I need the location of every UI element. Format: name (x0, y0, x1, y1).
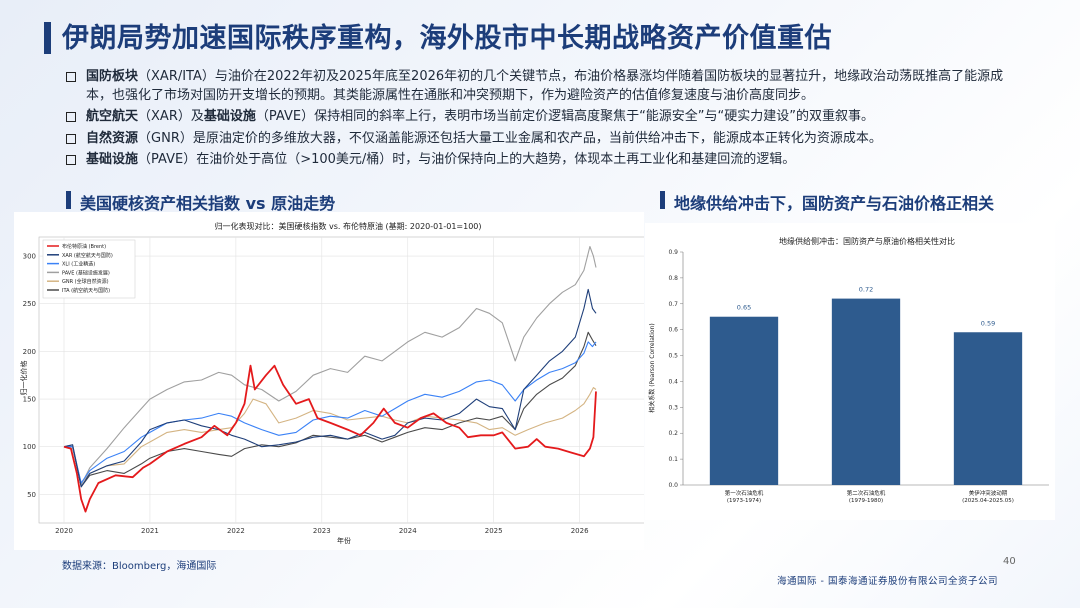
bar-2 (953, 332, 1023, 485)
title-accent-bar (44, 22, 51, 54)
bar-y-tick-label: 0.9 (668, 249, 678, 256)
bar-category-label: (2025.04-2025.05) (962, 498, 1014, 504)
bar-y-tick-label: 0.2 (668, 430, 678, 437)
bullet-text: （GNR）是原油定价的多维放大器，不仅涵盖能源还包括大量工业金属和农产品，当前供… (138, 130, 882, 146)
legend-label: XLI (工业精选) (62, 261, 95, 268)
bar-category-label: 美伊冲突波动期 (969, 489, 1008, 497)
bullet-text-mid: 及 (190, 109, 204, 124)
legend: 布伦特原油 (Brent) XAR (航空航天与国防) XLI (工业精选)PAVE… (42, 239, 136, 299)
plot-area (38, 236, 650, 524)
data-source: 数据来源：Bloomberg，海通国际 (62, 561, 217, 572)
legend-box (42, 239, 136, 299)
bar-y-tick-label: 0.4 (668, 378, 678, 385)
line-chart-title: 归一化表现对比：美国硬核指数 vs. 布伦特原油 (基期: 2020-01-01… (214, 221, 481, 231)
bullet-text: （PAVE）保持相同的斜率上行，表明市场当前定价逻辑高度聚焦于“能源安全”与“硬… (255, 109, 875, 124)
series-line-3 (63, 245, 597, 486)
bar-category-label: 第一次石油危机 (725, 489, 764, 497)
y-tick-label: 150 (23, 396, 36, 404)
page-number: 40 (1003, 556, 1016, 567)
bar-category-label: (1973-1974) (727, 498, 761, 504)
y-tick-label: 50 (27, 491, 36, 499)
bullet-item-aerospace: 航空航天（XAR）及基础设施（PAVE）保持相同的斜率上行，表明市场当前定价逻辑… (66, 108, 1026, 127)
series-line-5 (64, 331, 597, 488)
legend-label: ITA (航空航天与国防) (62, 287, 110, 294)
page-title: 伊朗局势加速国际秩序重构，海外股市中长期战略资产价值重估 (62, 23, 832, 54)
checkbox-icon (66, 133, 76, 144)
left-section-title: 美国硬核资产相关指数 vs 原油走势 (80, 194, 336, 213)
bar-0 (709, 316, 779, 485)
y-tick-label: 300 (23, 253, 36, 261)
bar-y-axis-label: 相关系数 (Pearson Correlation) (648, 323, 656, 412)
legend-label: GNR (全球自然资源) (62, 278, 109, 285)
legend-label: PAVE (基础设施发展) (62, 269, 110, 276)
bar-y-tick-label: 0.6 (668, 327, 678, 334)
bullet-item-resources: 自然资源（GNR）是原油定价的多维放大器，不仅涵盖能源还包括大量工业金属和农产品… (66, 130, 1026, 149)
x-tick-label: 2023 (313, 527, 331, 535)
bar-y-tick-label: 0.0 (668, 482, 678, 489)
right-section-title: 地缘供给冲击下，国防资产与石油价格正相关 (674, 194, 995, 213)
y-tick-label: 100 (23, 443, 36, 451)
checkbox-icon (66, 112, 76, 122)
bar-chart-panel: 地缘供给侧冲击：国防资产与原油价格相关性对比 0.0 0.1 0.2 0.3 0.4 0.… (645, 223, 1055, 520)
x-tick-label: 2022 (227, 527, 245, 535)
x-tick-label: 2024 (399, 527, 417, 535)
right-section-bar (660, 191, 665, 209)
x-axis-label: 年份 (337, 536, 351, 545)
bar-value-label: 0.65 (737, 304, 751, 312)
bar-category-label: 第二次石油危机 (847, 489, 886, 497)
bar-category-label: (1979-1980) (849, 498, 883, 504)
bullet-keyword: 自然资源 (86, 130, 139, 146)
legend-label: XAR (航空航天与国防) (62, 252, 113, 259)
checkbox-icon (66, 155, 76, 165)
bar-y-tick-label: 0.1 (668, 456, 678, 463)
bullet-keyword: 国防板块 (86, 69, 139, 84)
bar-chart: 地缘供给侧冲击：国防资产与原油价格相关性对比 0.00.10.20.30.40.… (648, 236, 1049, 504)
left-section-bar (66, 191, 71, 209)
series-line-0 (63, 364, 597, 513)
checkbox-icon (66, 72, 76, 82)
bullet-item-infrastructure: 基础设施（PAVE）在油价处于高位（>100美元/桶）时，与油价保持向上的大趋势… (66, 151, 1026, 170)
bullet-keyword: 航空航天 (86, 109, 139, 124)
legend-label: 布伦特原油 (Brent) (62, 243, 106, 250)
bullet-list: 国防板块（XAR/ITA）与油价在2022年初及2025年底至2026年初的几个… (66, 68, 1026, 173)
bar-axis-ticks: 0.0 0.1 0.2 0.3 0.4 0.5 0.6 0.7 0.8 0.9 (668, 249, 683, 489)
line-chart: 归一化表现对比：美国硬核指数 vs. 布伦特原油 (基期: 2020-01-01… (19, 221, 650, 545)
bar-chart-title: 地缘供给侧冲击：国防资产与原油价格相关性对比 (779, 236, 955, 246)
bar-y-tick-label: 0.8 (668, 275, 678, 282)
bar-y-tick-label: 0.5 (668, 353, 678, 360)
x-tick-label: 2020 (55, 527, 73, 535)
bullet-item-defense: 国防板块（XAR/ITA）与油价在2022年初及2025年底至2026年初的几个… (66, 68, 1026, 105)
bullet-text: （XAR/ITA）与油价在2022年初及2025年底至2026年初的几个关键节点… (86, 69, 1004, 103)
y-tick-label: 250 (23, 300, 36, 308)
y-tick-label: 200 (23, 348, 36, 356)
axis-ticks: 50 100 150 200 250 300 2020 2021 2022 2023 2024 202… (23, 253, 589, 535)
x-tick-label: 2025 (485, 527, 503, 535)
bar-value-label: 0.72 (859, 286, 873, 294)
bar-1 (831, 298, 901, 485)
series-line-2 (64, 341, 597, 484)
bullet-keyword-2: 基础设施 (203, 109, 256, 124)
bar-y-tick-label: 0.7 (668, 301, 678, 308)
line-chart-panel: 归一化表现对比：美国硬核指数 vs. 布伦特原油 (基期: 2020-01-01… (14, 212, 650, 550)
x-tick-label: 2026 (571, 527, 589, 535)
bullet-text-pre: （XAR） (138, 109, 191, 124)
bullet-text: （PAVE）在油价处于高位（>100美元/桶）时，与油价保持向上的大趋势，体现本… (138, 152, 796, 167)
series-lines (63, 245, 597, 513)
x-tick-label: 2021 (141, 527, 159, 535)
series-line-1 (63, 288, 597, 488)
footer-company: 海通国际 - 国泰海通证券股份有限公司全资子公司 (777, 576, 998, 587)
bullet-keyword: 基础设施 (86, 152, 139, 167)
bars: 0.65 第一次石油危机(1973-1974) 0.72 第二次石油危机(1979-1… (709, 286, 1023, 504)
bar-y-tick-label: 0.3 (668, 404, 678, 411)
y-axis-label: 归一化价格 (19, 361, 28, 396)
bar-value-label: 0.59 (981, 319, 995, 327)
